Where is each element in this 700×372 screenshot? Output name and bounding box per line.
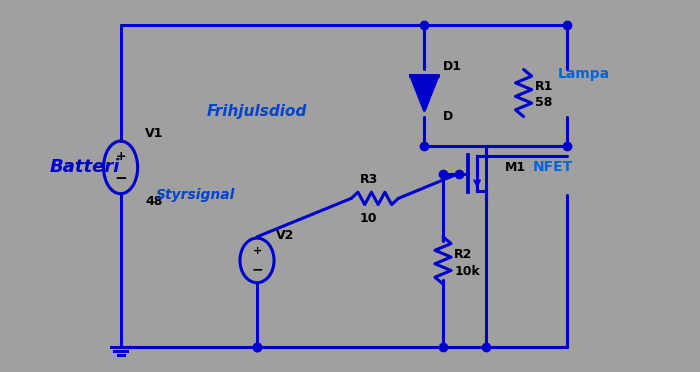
Text: +: + [116,150,126,163]
Text: +: + [253,246,262,256]
Text: Frihjulsdiod: Frihjulsdiod [206,104,307,119]
Text: V1: V1 [146,127,164,140]
Text: D1: D1 [443,61,462,73]
Text: Batteri: Batteri [49,158,120,176]
Text: 58: 58 [535,96,552,109]
Polygon shape [411,76,438,110]
Text: NFET: NFET [533,160,573,174]
Text: 10k: 10k [454,265,480,278]
Text: V2: V2 [276,229,294,242]
Text: 48: 48 [146,195,163,208]
Text: −: − [114,171,127,186]
Text: Lampa: Lampa [558,67,610,81]
Text: Styrsignal: Styrsignal [155,188,234,202]
Text: R2: R2 [454,248,472,261]
Text: 10: 10 [360,212,377,225]
Text: R3: R3 [360,173,378,186]
Text: D: D [443,110,454,123]
Text: R1: R1 [535,80,553,93]
Text: −: − [251,263,262,277]
Text: M1: M1 [505,161,526,174]
